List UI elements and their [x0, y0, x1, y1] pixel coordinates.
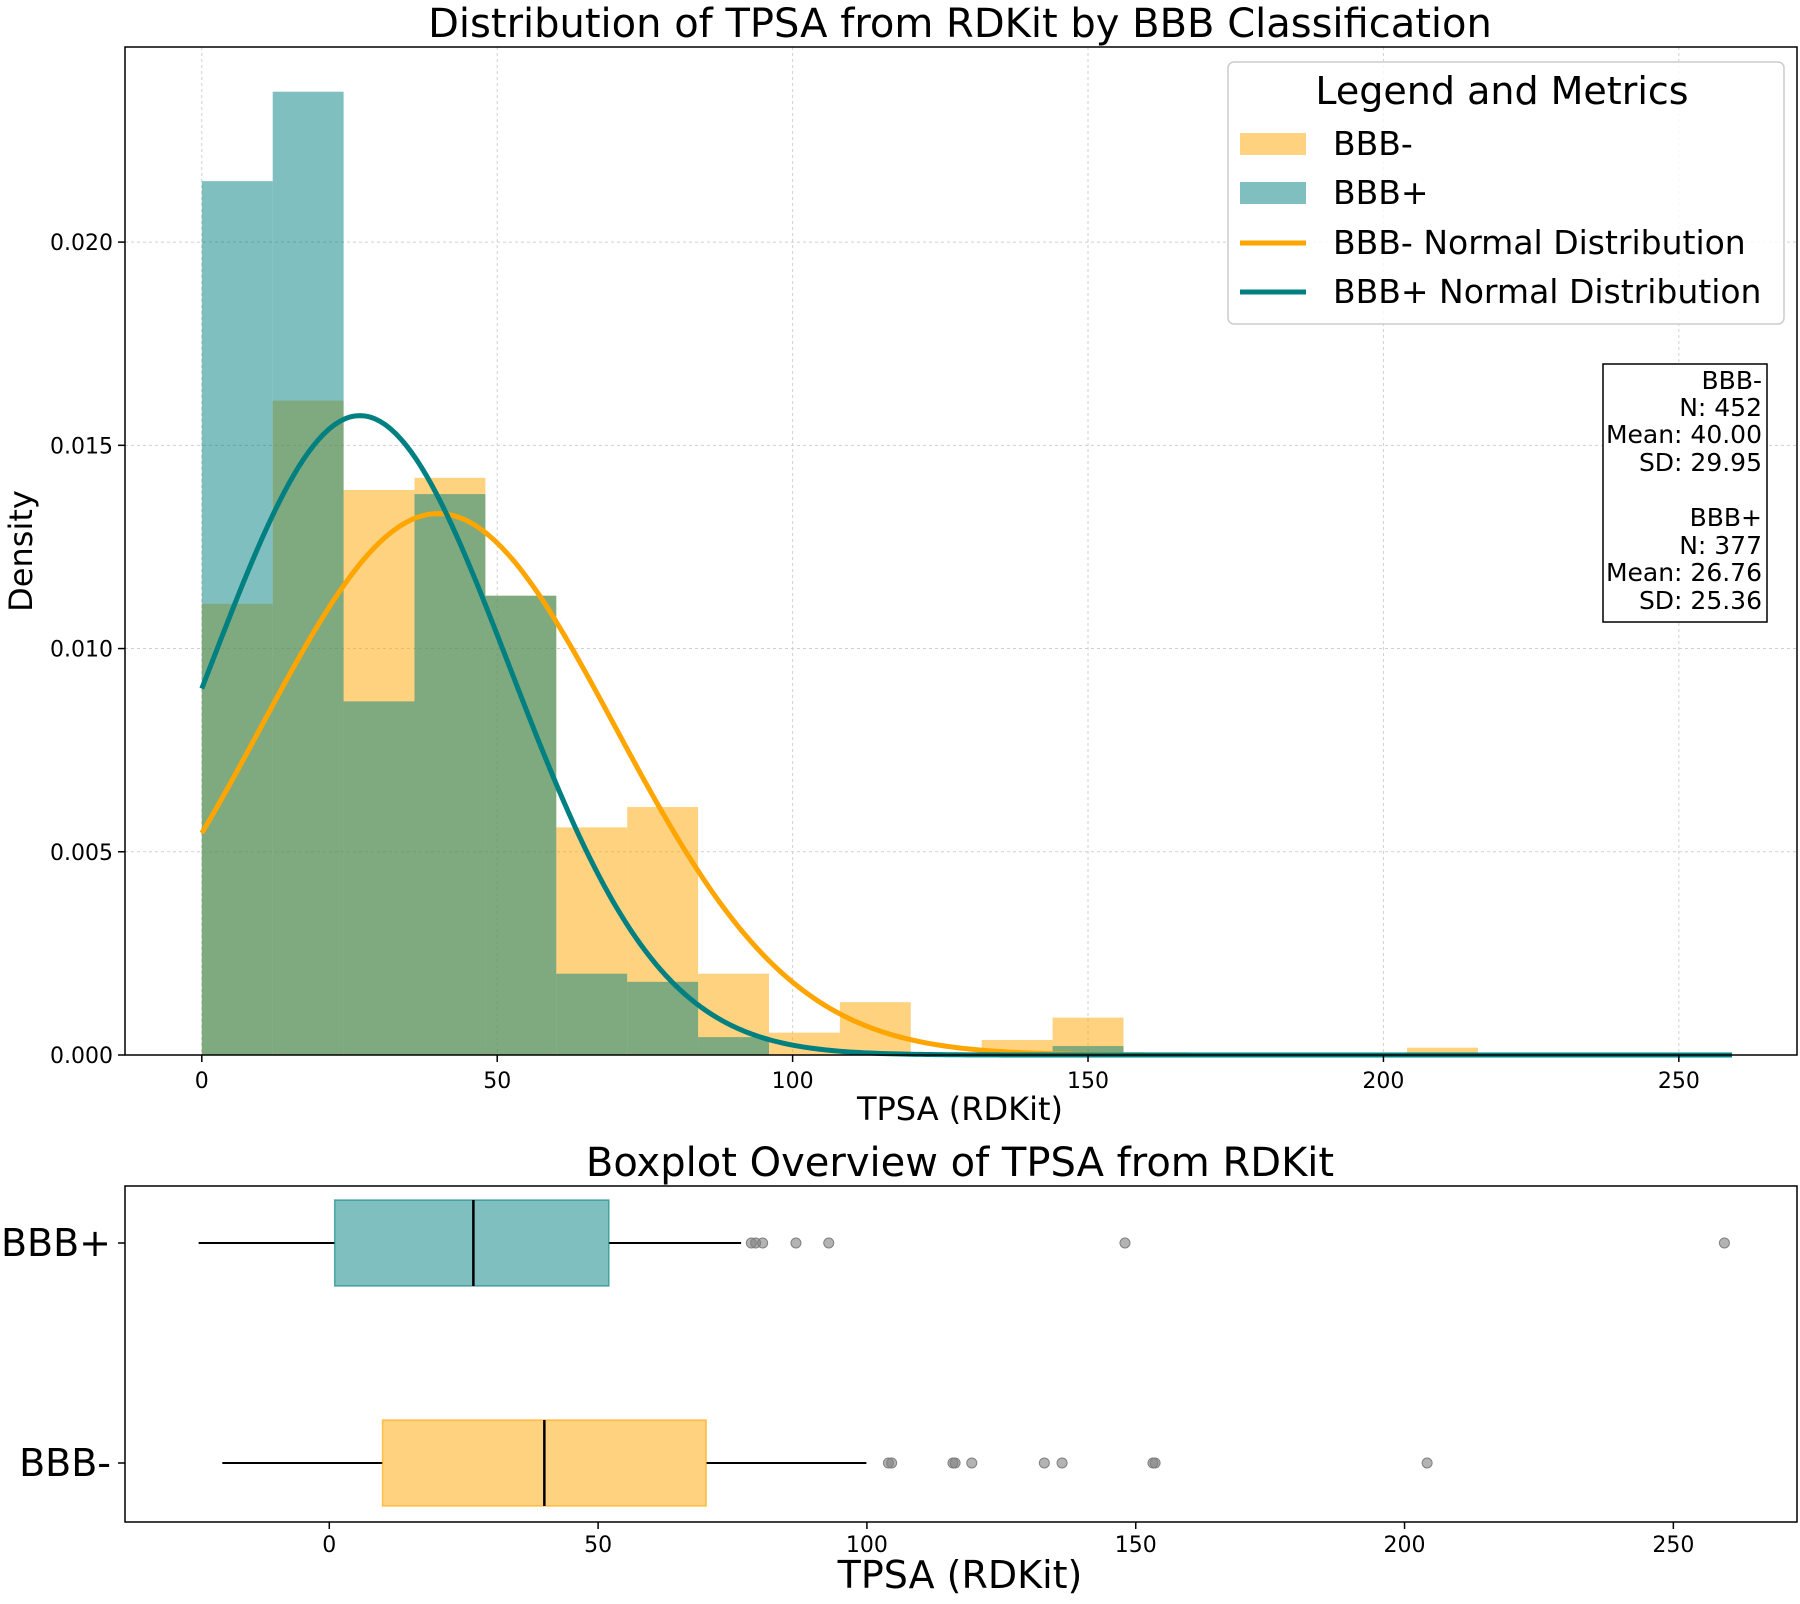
- metrics-line: Mean: 26.76: [1606, 558, 1762, 587]
- outlier-point: [757, 1237, 769, 1249]
- boxplot-BBB+: [198, 1199, 1730, 1287]
- legend-label-bbb-minus: BBB-: [1333, 124, 1413, 163]
- histogram-bar: [1052, 1046, 1124, 1055]
- x-tick-label: 0: [195, 1069, 209, 1094]
- y-tick-label: 0.010: [50, 638, 113, 663]
- outlier-point: [1038, 1457, 1050, 1469]
- histogram-bar: [1407, 1047, 1478, 1055]
- boxplot-frame: [124, 1185, 1798, 1523]
- boxplot-content: [198, 1199, 1730, 1507]
- x-tick-label: 50: [483, 1069, 511, 1094]
- metrics-line: N: 377: [1679, 531, 1762, 560]
- x-tick-label: 200: [1384, 1533, 1426, 1558]
- legend-label-bbb-plus: BBB+: [1333, 173, 1429, 212]
- legend-swatch-bbb-minus: [1240, 133, 1306, 155]
- histogram-x-axis-label: TPSA (RDKit): [856, 1090, 1063, 1128]
- legend-label-bbb-minus-normal: BBB- Normal Distribution: [1333, 223, 1746, 262]
- category-label: BBB-: [19, 1441, 111, 1485]
- x-tick-label: 100: [846, 1533, 888, 1558]
- outlier-point: [790, 1237, 802, 1249]
- y-tick-label: 0.015: [50, 434, 113, 459]
- outlier-point: [1119, 1237, 1131, 1249]
- legend-box: [1227, 61, 1785, 325]
- iqr-box: [333, 1199, 610, 1287]
- outlier-point: [949, 1457, 961, 1469]
- x-tick-label: 250: [1658, 1069, 1700, 1094]
- outlier-point: [966, 1457, 978, 1469]
- metrics-line: BBB+: [1690, 503, 1762, 532]
- y-tick-label: 0.020: [50, 231, 113, 256]
- x-tick-label: 0: [322, 1533, 336, 1558]
- outlier-point: [1056, 1457, 1068, 1469]
- boxplot-x-axis-label: TPSA (RDKit): [837, 1553, 1083, 1597]
- boxplot-x-ticks: 0 50 100 150 200 250: [322, 1522, 1694, 1558]
- metrics-line: Mean: 40.00: [1606, 420, 1762, 449]
- x-tick-label: 150: [1067, 1069, 1109, 1094]
- histogram-bar: [272, 91, 344, 1056]
- histogram-bars: [201, 91, 1478, 1056]
- metrics-line: N: 452: [1679, 393, 1762, 422]
- histogram-panel: 0 50 100 150 200 250 0.000 0.005 0.010 0.015 0.02…: [2, 1, 1798, 1128]
- histogram-title: Distribution of TPSA from RDKit by BBB C…: [428, 1, 1492, 47]
- outlier-point: [1718, 1237, 1730, 1249]
- legend-swatch-bbb-plus: [1240, 182, 1306, 204]
- metrics-line: BBB-: [1702, 366, 1762, 395]
- y-tick-label: 0.005: [50, 841, 113, 866]
- legend: Legend and Metrics BBB- BBB+ BBB- Normal…: [1227, 61, 1785, 325]
- histogram-bar: [485, 595, 557, 1055]
- histogram-bar: [627, 981, 699, 1055]
- x-tick-label: 250: [1652, 1533, 1694, 1558]
- x-tick-label: 50: [584, 1533, 612, 1558]
- category-label: BBB+: [1, 1221, 111, 1265]
- histogram-bar: [343, 701, 415, 1055]
- metrics-box: BBB- N: 452 Mean: 40.00 SD: 29.95 BBB+ N…: [1602, 363, 1768, 623]
- histogram-frame: [124, 46, 1798, 1056]
- boxplot-y-ticks: BBB+ BBB-: [1, 1221, 125, 1485]
- histogram-x-ticks: 0 50 100 150 200 250: [195, 1055, 1700, 1094]
- outlier-point: [1421, 1457, 1433, 1469]
- histogram-y-ticks: 0.000 0.005 0.010 0.015 0.020: [50, 231, 125, 1069]
- series-BBB+: [201, 91, 1124, 1056]
- legend-title: Legend and Metrics: [1315, 69, 1688, 113]
- outlier-point: [886, 1457, 898, 1469]
- boxplot-panel: 0 50 100 150 200 250 BBB+ BBB- Boxplot Overvie…: [1, 1140, 1798, 1597]
- histogram-bar: [698, 1037, 769, 1055]
- boxplot-BBB-: [222, 1419, 1433, 1507]
- x-tick-label: 100: [772, 1069, 814, 1094]
- metrics-box-frame: [1602, 363, 1768, 623]
- histogram-bar: [201, 181, 273, 1055]
- metrics-line: SD: 25.36: [1639, 586, 1762, 615]
- outlier-point: [823, 1237, 835, 1249]
- histogram-y-axis-label: Density: [2, 490, 40, 612]
- outlier-point: [1149, 1457, 1161, 1469]
- x-tick-label: 150: [1115, 1533, 1157, 1558]
- histogram-bar: [414, 494, 486, 1055]
- boxplot-title: Boxplot Overview of TPSA from RDKit: [586, 1140, 1334, 1186]
- y-tick-label: 0.000: [50, 1044, 113, 1069]
- x-tick-label: 200: [1362, 1069, 1404, 1094]
- metrics-line: SD: 29.95: [1639, 448, 1762, 477]
- legend-label-bbb-plus-normal: BBB+ Normal Distribution: [1333, 272, 1761, 311]
- histogram-bar: [556, 973, 628, 1055]
